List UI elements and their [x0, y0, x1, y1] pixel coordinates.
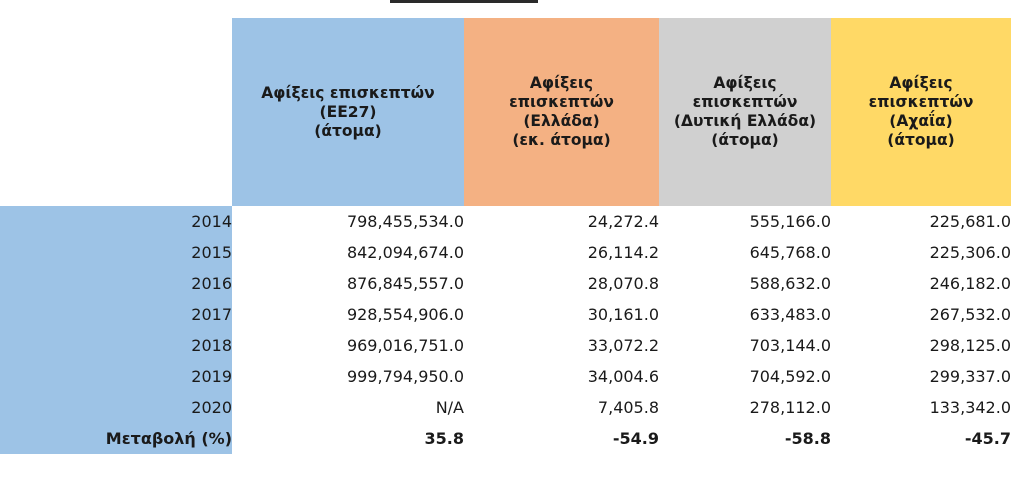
achaia-cell: 267,532.0 — [929, 305, 1011, 324]
greece-cell: 33,072.2 — [587, 336, 659, 355]
top-rule — [390, 0, 538, 3]
greece-cell: 30,161.0 — [587, 305, 659, 324]
eu27-cell: 876,845,557.0 — [346, 274, 464, 293]
west-greece-cell: 555,166.0 — [749, 212, 831, 231]
year-cell: 2020 — [0, 392, 232, 423]
west-greece-cell: 278,112.0 — [749, 398, 831, 417]
table-row: 2015 842,094,674.0 26,114.2 645,768.0 22… — [0, 237, 1011, 268]
change-row: Μεταβολή (%) 35.8 -54.9 -58.8 -45.7 — [0, 423, 1011, 454]
change-label: Μεταβολή (%) — [0, 423, 232, 454]
achaia-cell: 225,306.0 — [929, 243, 1011, 262]
header-greece-line4: (εκ. άτομα) — [512, 131, 611, 149]
table-row: 2020 N/A 7,405.8 278,112.0 133,342.0 — [0, 392, 1011, 423]
west-greece-change: -58.8 — [784, 429, 831, 448]
year-cell: 2018 — [0, 330, 232, 361]
table-row: 2017 928,554,906.0 30,161.0 633,483.0 26… — [0, 299, 1011, 330]
greece-cell: 26,114.2 — [587, 243, 659, 262]
header-achaia-line2: επισκεπτών — [868, 93, 974, 111]
header-eu27-line1: Αφίξεις επισκεπτών — [261, 83, 435, 102]
header-row: Αφίξεις επισκεπτών (ΕΕ27) (άτομα) Αφίξει… — [0, 18, 1011, 206]
achaia-cell: 246,182.0 — [929, 274, 1011, 293]
eu27-change: 35.8 — [424, 429, 464, 448]
eu27-cell: 842,094,674.0 — [346, 243, 464, 262]
west-greece-cell: 704,592.0 — [749, 367, 831, 386]
west-greece-cell: 633,483.0 — [749, 305, 831, 324]
year-cell: 2014 — [0, 206, 232, 237]
achaia-cell: 133,342.0 — [929, 398, 1011, 417]
eu27-cell: 999,794,950.0 — [346, 367, 464, 386]
greece-cell: 24,272.4 — [587, 212, 659, 231]
header-west-greece-line2: επισκεπτών — [692, 93, 798, 111]
year-cell: 2015 — [0, 237, 232, 268]
header-west-greece-line1: Αφίξεις — [713, 74, 777, 92]
header-achaia-line1: Αφίξεις — [889, 74, 953, 92]
header-west-greece: Αφίξεις επισκεπτών (Δυτική Ελλάδα) (άτομ… — [659, 18, 831, 206]
header-greece-line3: (Ελλάδα) — [523, 112, 600, 130]
header-achaia: Αφίξεις επισκεπτών (Αχαΐα) (άτομα) — [831, 18, 1011, 206]
achaia-cell: 225,681.0 — [929, 212, 1011, 231]
achaia-cell: 298,125.0 — [929, 336, 1011, 355]
greece-cell: 28,070.8 — [587, 274, 659, 293]
west-greece-cell: 703,144.0 — [749, 336, 831, 355]
eu27-cell: 969,016,751.0 — [346, 336, 464, 355]
west-greece-cell: 645,768.0 — [749, 243, 831, 262]
header-greece: Αφίξεις επισκεπτών (Ελλάδα) (εκ. άτομα) — [464, 18, 659, 206]
year-cell: 2017 — [0, 299, 232, 330]
header-achaia-line3: (Αχαΐα) — [889, 112, 953, 130]
header-eu27-line2: (ΕΕ27) — [319, 102, 377, 121]
year-cell: 2016 — [0, 268, 232, 299]
header-greece-line1: Αφίξεις — [529, 74, 594, 92]
visitor-arrivals-table: Αφίξεις επισκεπτών (ΕΕ27) (άτομα) Αφίξει… — [0, 18, 1011, 454]
year-cell: 2019 — [0, 361, 232, 392]
corner-cell — [0, 18, 232, 206]
table-row: 2016 876,845,557.0 28,070.8 588,632.0 24… — [0, 268, 1011, 299]
greece-change: -54.9 — [612, 429, 659, 448]
table-row: 2014 798,455,534.0 24,272.4 555,166.0 22… — [0, 206, 1011, 237]
header-greece-line2: επισκεπτών — [509, 93, 614, 111]
header-eu27-line3: (άτομα) — [314, 121, 382, 140]
header-west-greece-line4: (άτομα) — [711, 131, 779, 149]
achaia-change: -45.7 — [964, 429, 1011, 448]
eu27-cell: 798,455,534.0 — [346, 212, 464, 231]
eu27-cell: 928,554,906.0 — [346, 305, 464, 324]
header-eu27: Αφίξεις επισκεπτών (ΕΕ27) (άτομα) — [232, 18, 464, 206]
table-row: 2019 999,794,950.0 34,004.6 704,592.0 29… — [0, 361, 1011, 392]
greece-cell: 7,405.8 — [597, 398, 659, 417]
achaia-cell: 299,337.0 — [929, 367, 1011, 386]
header-west-greece-line3: (Δυτική Ελλάδα) — [673, 112, 817, 130]
west-greece-cell: 588,632.0 — [749, 274, 831, 293]
table-row: 2018 969,016,751.0 33,072.2 703,144.0 29… — [0, 330, 1011, 361]
greece-cell: 34,004.6 — [587, 367, 659, 386]
header-achaia-line4: (άτομα) — [887, 131, 955, 149]
eu27-cell: N/A — [435, 398, 464, 417]
